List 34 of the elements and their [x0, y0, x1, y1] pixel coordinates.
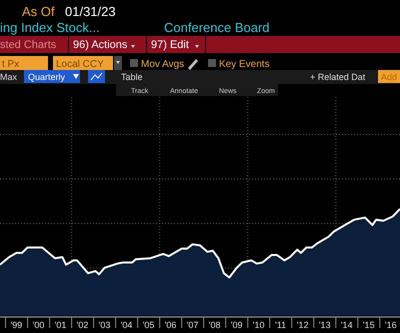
text: sted Charts	[0, 39, 57, 51]
text: ing Index Stock...	[0, 20, 100, 35]
text: Add	[381, 72, 398, 82]
text: Local CCY	[56, 59, 104, 70]
x-tick-label: '08	[208, 320, 221, 330]
x-tick-label: '02	[76, 320, 88, 330]
x-tick-label: '01	[54, 320, 66, 330]
text: Quarterly	[28, 72, 66, 82]
x-tick-label: '11	[275, 320, 286, 330]
text: + Related Dat	[310, 72, 366, 82]
text: As Of	[22, 4, 55, 19]
text: Mov Avgs	[141, 59, 184, 70]
x-tick-label: '14	[340, 320, 353, 330]
text: 01/31/23	[65, 4, 116, 19]
x-tick-label: '16	[384, 320, 397, 330]
text: Conference Board	[164, 20, 270, 35]
x-tick-label: '12	[296, 320, 309, 330]
text: 97) Edit	[151, 39, 189, 51]
text: Max	[0, 72, 18, 82]
text: Table	[121, 72, 143, 82]
x-tick-label: '05	[142, 320, 154, 330]
x-tick-label: '07	[186, 320, 198, 330]
x-tick-label: '00	[32, 320, 44, 330]
x-tick-label: '04	[120, 320, 132, 330]
x-tick-label: '09	[230, 320, 243, 330]
text: Key Events	[219, 59, 270, 70]
x-tick-label: '03	[98, 320, 110, 330]
text: 96) Actions	[73, 39, 128, 51]
x-tick-label: '10	[252, 320, 265, 330]
x-tick-label: '15	[362, 320, 375, 330]
x-tick-label: '99	[10, 320, 22, 330]
x-tick-label: '13	[318, 320, 331, 330]
x-tick-label: '06	[164, 320, 176, 330]
text: t Px	[2, 59, 20, 70]
